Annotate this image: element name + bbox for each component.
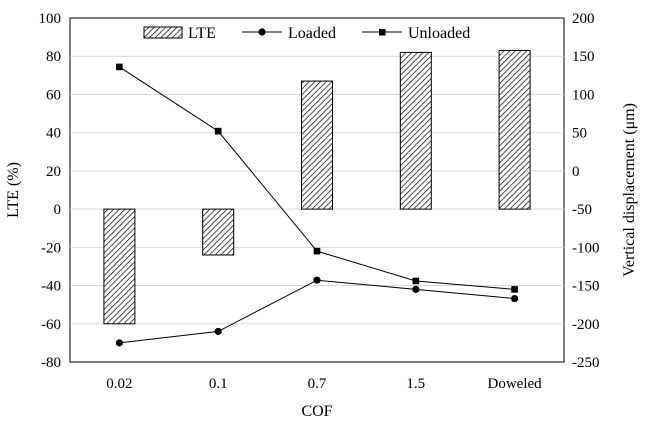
unloaded-point	[511, 286, 518, 293]
y2-tick-label: 100	[572, 87, 595, 103]
y2-tick-label: 150	[572, 49, 595, 65]
y-tick-label: 40	[46, 126, 61, 142]
x-tick-label: 0.02	[106, 376, 132, 392]
x-tick-label: 1.5	[406, 376, 425, 392]
loaded-point	[412, 285, 420, 293]
y-tick-label: -20	[41, 240, 61, 256]
legend-marker-unloaded	[379, 29, 386, 36]
unloaded-point	[116, 63, 123, 71]
y2-tick-label: -250	[572, 355, 600, 371]
right-y-axis: 200 150 100 50 0 -50 -100 -150 -200 -250	[572, 11, 600, 371]
loaded-point	[214, 327, 222, 336]
y-tick-label: 80	[46, 49, 61, 65]
y-tick-label: 100	[39, 11, 62, 27]
y2-tick-label: 200	[572, 11, 595, 27]
x-axis-title: COF	[301, 403, 332, 420]
legend-label-unloaded: Unloaded	[408, 25, 470, 42]
legend: LTE Loaded Unloaded	[143, 25, 470, 42]
legend-label-loaded: Loaded	[288, 25, 336, 42]
lte-bars	[103, 49, 531, 325]
loaded-point	[313, 276, 321, 284]
legend-label-lte: LTE	[188, 25, 216, 42]
y-tick-label: 0	[54, 202, 62, 218]
y-tick-label: -80	[41, 355, 61, 371]
lte-bar	[301, 80, 333, 210]
displacement-lines	[115, 63, 519, 347]
y2-tick-label: -100	[572, 240, 600, 256]
y-tick-label: -60	[41, 317, 61, 333]
legend-marker-loaded	[258, 28, 266, 36]
y2-tick-label: -50	[572, 202, 592, 218]
legend-swatch-lte	[143, 26, 183, 39]
y2-tick-label: -150	[572, 279, 600, 295]
left-y-axis: 100 80 60 40 20 0 -20 -40 -60 -80	[39, 11, 62, 371]
y-tick-label: -40	[41, 279, 61, 295]
y2-tick-label: -200	[572, 317, 600, 333]
x-tick-label: 0.1	[209, 376, 228, 392]
lte-bar	[399, 51, 432, 210]
lte-bar	[103, 208, 136, 325]
lte-bar	[202, 208, 235, 256]
loaded-point	[510, 294, 519, 303]
loaded-point	[115, 339, 123, 347]
x-tick-label: Doweled	[488, 376, 543, 392]
y2-tick-label: 50	[572, 126, 587, 142]
y2-tick-label: 0	[572, 164, 580, 180]
y-tick-label: 20	[46, 164, 61, 180]
unloaded-point	[214, 127, 222, 135]
x-tick-label: 0.7	[308, 376, 327, 392]
unloaded-point	[412, 277, 420, 285]
y2-axis-title: Vertical displacement (μm)	[621, 103, 638, 277]
y-tick-label: 60	[46, 87, 61, 103]
y-axis-title: LTE (%)	[5, 162, 22, 218]
x-axis: 0.02 0.1 0.7 1.5 Doweled	[106, 376, 542, 392]
unloaded-point	[313, 247, 321, 255]
lte-bar	[498, 49, 531, 210]
